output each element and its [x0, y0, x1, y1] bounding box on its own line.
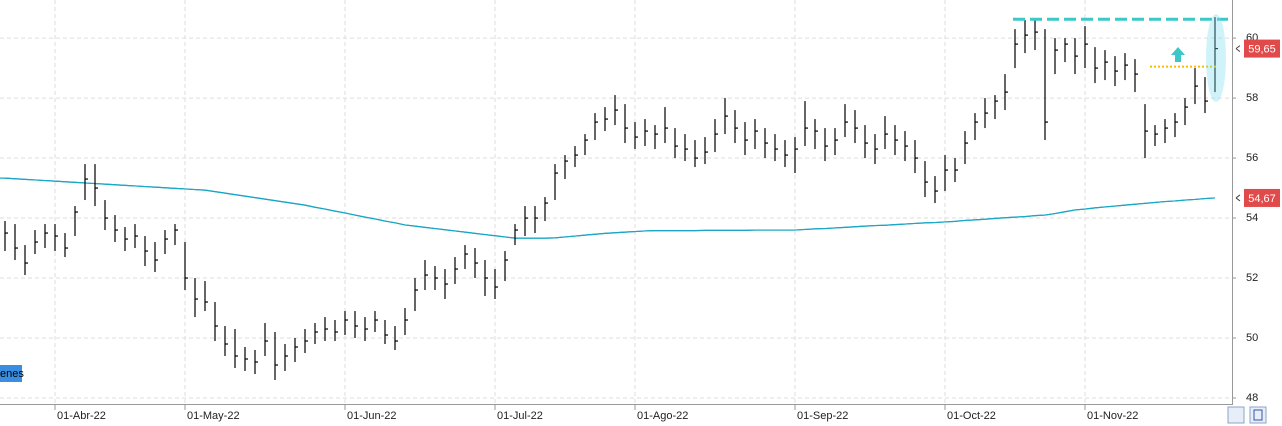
x-tick-label: 01-Ago-22	[637, 410, 688, 422]
x-tick-label: 01-Jun-22	[347, 410, 397, 422]
legend-label: enes	[0, 368, 24, 380]
x-tick-label: 01-Oct-22	[947, 410, 996, 422]
icon	[1253, 409, 1263, 421]
legend-box	[0, 365, 22, 382]
x-tick-label: 01-Jul-22	[497, 410, 543, 422]
y-tick-label: 54	[1246, 212, 1258, 224]
highlight-ellipse	[1206, 14, 1226, 102]
y-tick-label: 56	[1246, 152, 1258, 164]
price-label: 54,67	[1248, 193, 1276, 205]
x-tick-label: 01-May-22	[187, 410, 240, 422]
price-label-box	[1244, 188, 1280, 207]
x-tick-label: 01-Nov-22	[1087, 410, 1138, 422]
x-tick-label: 01-Sep-22	[797, 410, 848, 422]
price-label-box	[1244, 39, 1280, 58]
x-tick-label: 01-Abr-22	[57, 410, 106, 422]
tool-button[interactable]	[1249, 406, 1267, 424]
y-tick-label: 58	[1246, 92, 1258, 104]
y-tick-label: 52	[1246, 272, 1258, 284]
price-marker	[1235, 45, 1241, 52]
tool-button[interactable]	[1227, 406, 1245, 424]
price-label: 59,65	[1248, 43, 1276, 55]
arrow	[1171, 47, 1185, 62]
moving-average-line	[4, 177, 1216, 239]
toolbar	[1227, 406, 1267, 424]
price-marker	[1235, 194, 1241, 202]
y-tick-label: 50	[1246, 332, 1258, 344]
y-tick-label: 48	[1246, 392, 1258, 404]
